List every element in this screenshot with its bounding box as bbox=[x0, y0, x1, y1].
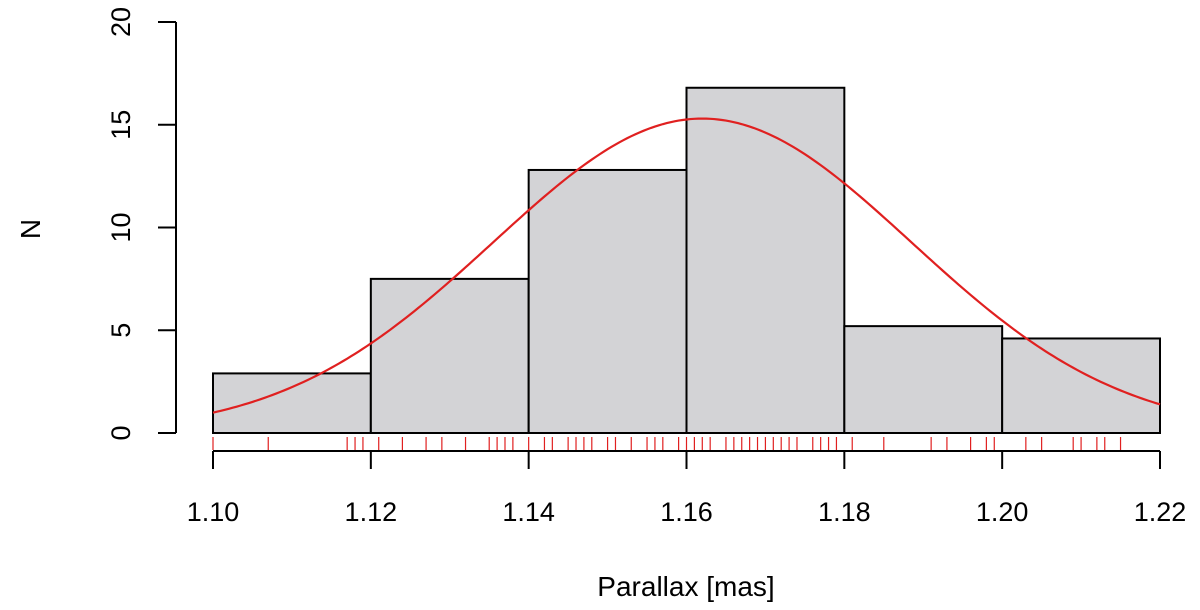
histogram-bar-2 bbox=[369, 277, 530, 434]
x-tick-label-1.14: 1.14 bbox=[502, 497, 555, 527]
bars-layer bbox=[212, 86, 1162, 435]
y-tick-label-10: 10 bbox=[106, 212, 136, 242]
y-axis-title: N bbox=[15, 219, 46, 239]
y-tick-label-15: 15 bbox=[106, 110, 136, 140]
rug-layer bbox=[212, 437, 1122, 450]
x-tick-label-1.10: 1.10 bbox=[187, 497, 240, 527]
normal-fit-curve bbox=[212, 117, 1161, 414]
x-axis-title: Parallax [mas] bbox=[597, 571, 774, 602]
x-tick-label-1.12: 1.12 bbox=[345, 497, 398, 527]
y-tick-label-5: 5 bbox=[106, 323, 136, 338]
histogram-bar-6 bbox=[1001, 337, 1162, 434]
histogram-bar-4 bbox=[685, 86, 846, 434]
y-tick-label-20: 20 bbox=[106, 7, 136, 37]
x-tick-label-1.20: 1.20 bbox=[976, 497, 1029, 527]
histogram-bar-5 bbox=[843, 325, 1004, 435]
histogram-bar-3 bbox=[527, 168, 688, 435]
x-tick-label-1.22: 1.22 bbox=[1134, 497, 1187, 527]
x-tick-label-1.18: 1.18 bbox=[818, 497, 871, 527]
fit-curve-layer bbox=[212, 117, 1161, 414]
axes-layer: 0 5 10 15 20 1.10 1.12 1.14 1.16 1.18 1.20 1.22 bbox=[106, 7, 1186, 527]
x-tick-label-1.16: 1.16 bbox=[660, 497, 713, 527]
histogram-bar-1 bbox=[212, 372, 372, 434]
y-tick-label-0: 0 bbox=[106, 425, 136, 440]
